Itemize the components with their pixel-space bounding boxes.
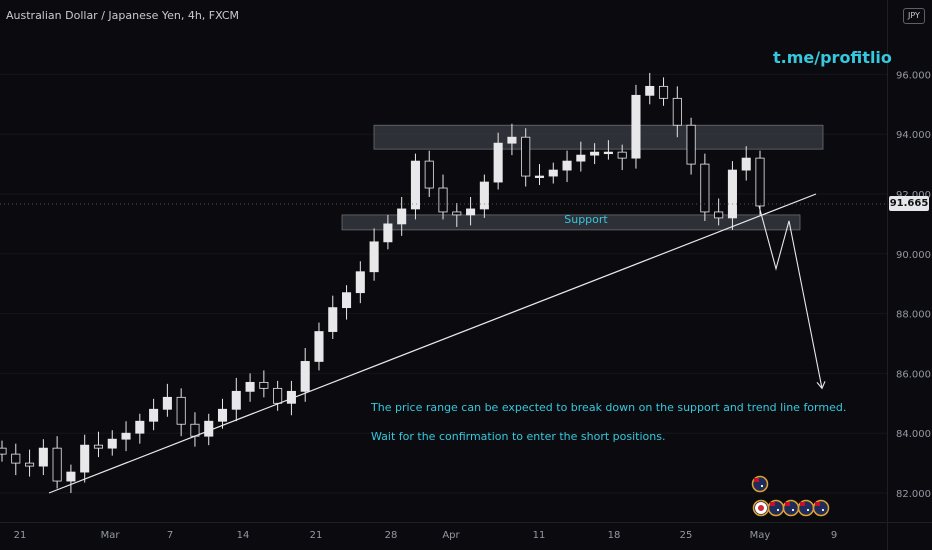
candle-body (204, 420, 214, 437)
candle-body (755, 157, 765, 207)
y-tick-label: 92.000 (896, 190, 931, 201)
y-tick-label: 82.000 (896, 489, 931, 500)
x-tick-label: May (750, 530, 771, 541)
candle-body (424, 160, 434, 189)
candle-body (466, 208, 476, 216)
candle-body (314, 331, 324, 362)
x-tick-label: Mar (101, 530, 121, 541)
japan-flag-disc (758, 505, 764, 511)
y-tick-label: 84.000 (896, 429, 931, 440)
candle-body (590, 151, 600, 156)
candle-body (259, 381, 269, 389)
australia-flag-star (776, 508, 780, 512)
candle-body (714, 211, 724, 219)
candle-body (397, 208, 407, 225)
australia-flag-union (770, 502, 775, 506)
candle-body (672, 97, 682, 126)
candle-body (521, 136, 531, 177)
y-tick-label: 96.000 (896, 70, 931, 81)
candle-body (355, 271, 365, 294)
y-tick-label: 94.000 (896, 130, 931, 141)
candle-body (273, 387, 283, 404)
candle-body (534, 175, 545, 178)
support-zone-label: Support (564, 213, 608, 226)
candle-body (700, 163, 710, 213)
projection-path (758, 205, 823, 389)
x-tick-label: 14 (237, 530, 250, 541)
candle-body (149, 408, 159, 422)
candle-body (245, 381, 255, 392)
candle-body (479, 181, 489, 210)
x-tick-label: 21 (14, 530, 27, 541)
candle-body (80, 444, 90, 473)
candle-body (438, 187, 448, 213)
australia-flag-union (800, 502, 805, 506)
candle-body (369, 241, 379, 273)
candle-body (66, 471, 76, 482)
candle-body (135, 420, 145, 434)
candle-body (617, 151, 627, 159)
candle-body (300, 361, 310, 392)
x-tick-label: 28 (385, 530, 398, 541)
australia-flag-star (806, 508, 810, 512)
australia-flag-union (754, 478, 759, 482)
currency-badge[interactable]: JPY (903, 8, 925, 24)
x-tick-label: 9 (831, 530, 837, 541)
trend-line (48, 193, 817, 494)
y-tick-label: 86.000 (896, 369, 931, 380)
candle-body (0, 447, 7, 455)
candle-body (25, 462, 35, 467)
candle-body (645, 85, 655, 96)
y-tick-label: 90.000 (896, 250, 931, 261)
candle-body (686, 124, 696, 165)
australia-flag-union (815, 502, 820, 506)
x-tick-label: 18 (608, 530, 621, 541)
candle-body (231, 390, 241, 410)
candle-body (38, 447, 48, 467)
candle-body (576, 154, 586, 162)
candle-body (631, 94, 641, 159)
x-tick-label: 7 (167, 530, 173, 541)
x-tick-label: 21 (310, 530, 323, 541)
candle-body (107, 438, 117, 449)
candle-body (452, 211, 462, 216)
candle-body (121, 432, 131, 440)
candle-body (383, 223, 393, 243)
candle-body (658, 85, 669, 99)
candle-body (562, 160, 572, 171)
candle-body (11, 453, 21, 464)
australia-flag-star (821, 508, 825, 512)
candle-body (507, 136, 517, 144)
projection-arrowhead (816, 381, 826, 390)
candle-body (52, 447, 62, 482)
y-tick-label: 88.000 (896, 310, 931, 321)
brand-watermark: t.me/profitlio (773, 48, 892, 67)
australia-flag-star (791, 508, 795, 512)
candle-body (741, 157, 751, 171)
candle-body (493, 142, 503, 183)
candle-body (410, 160, 420, 210)
last-price-tag: 91.665 (889, 196, 929, 211)
australia-flag-union (785, 502, 790, 506)
candle-body (603, 151, 613, 155)
candle-body (162, 396, 172, 410)
candle-body (548, 169, 558, 177)
x-tick-label: 25 (680, 530, 693, 541)
candle-body (93, 444, 104, 449)
candle-body (217, 408, 228, 422)
candle-body (342, 292, 352, 309)
analysis-annotation-2: Wait for the confirmation to enter the s… (371, 430, 666, 443)
candle-body (727, 169, 737, 219)
candle-body (328, 307, 338, 332)
australia-flag-star (760, 484, 764, 488)
x-tick-label: 11 (533, 530, 546, 541)
chart-title: Australian Dollar / Japanese Yen, 4h, FX… (6, 9, 240, 22)
candle-body (176, 396, 186, 425)
resistance-zone (373, 124, 824, 150)
x-tick-label: Apr (442, 530, 460, 541)
analysis-annotation-1: The price range can be expected to break… (371, 401, 847, 414)
